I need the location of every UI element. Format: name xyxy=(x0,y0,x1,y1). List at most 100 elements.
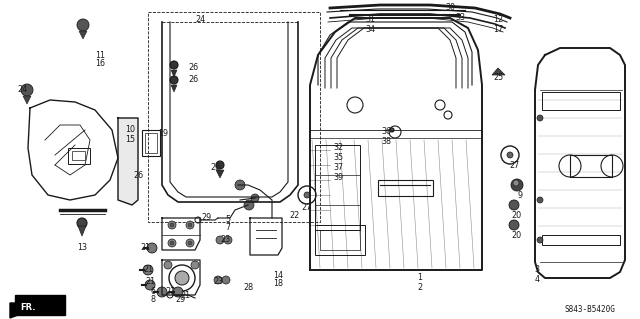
Polygon shape xyxy=(23,96,31,104)
Text: 16: 16 xyxy=(95,58,105,68)
Text: 4: 4 xyxy=(534,276,540,285)
Text: 32: 32 xyxy=(333,144,343,152)
Text: 15: 15 xyxy=(125,136,135,145)
Text: 3: 3 xyxy=(534,265,540,275)
Polygon shape xyxy=(171,70,177,77)
Text: 17: 17 xyxy=(493,26,503,34)
Text: 34: 34 xyxy=(365,26,375,34)
Circle shape xyxy=(170,241,174,245)
Polygon shape xyxy=(10,303,50,318)
Text: 8: 8 xyxy=(150,295,156,305)
Text: 33: 33 xyxy=(455,13,465,23)
Bar xyxy=(72,151,85,160)
Text: 28: 28 xyxy=(243,284,253,293)
Text: 31: 31 xyxy=(365,16,375,25)
Polygon shape xyxy=(118,118,138,205)
Circle shape xyxy=(216,236,224,244)
Text: 1: 1 xyxy=(417,273,422,283)
Circle shape xyxy=(188,223,192,227)
Text: 21: 21 xyxy=(180,291,190,300)
Polygon shape xyxy=(78,226,86,236)
Circle shape xyxy=(509,220,519,230)
Text: 6: 6 xyxy=(150,287,156,296)
Text: 25: 25 xyxy=(493,72,503,81)
Circle shape xyxy=(157,287,167,297)
Circle shape xyxy=(170,223,174,227)
Circle shape xyxy=(170,76,178,84)
Circle shape xyxy=(147,243,157,253)
Bar xyxy=(320,230,360,250)
Text: 12: 12 xyxy=(493,16,503,25)
Text: 35: 35 xyxy=(333,153,343,162)
Circle shape xyxy=(191,261,199,269)
Circle shape xyxy=(537,237,543,243)
Text: 38: 38 xyxy=(381,137,391,146)
Circle shape xyxy=(168,221,176,229)
Text: 36: 36 xyxy=(381,128,391,137)
Text: 21: 21 xyxy=(165,287,175,296)
Polygon shape xyxy=(171,85,177,92)
Text: 5: 5 xyxy=(225,216,230,225)
Text: 21: 21 xyxy=(145,278,155,286)
Circle shape xyxy=(304,192,310,198)
Text: 21: 21 xyxy=(140,243,150,253)
Bar xyxy=(542,235,620,245)
Bar xyxy=(542,92,620,110)
Bar xyxy=(145,133,157,153)
Circle shape xyxy=(235,180,245,190)
Circle shape xyxy=(173,287,183,297)
Circle shape xyxy=(188,241,192,245)
Bar xyxy=(378,180,433,196)
Text: 26: 26 xyxy=(133,170,143,180)
Circle shape xyxy=(507,152,513,158)
Text: 21: 21 xyxy=(143,265,153,275)
Circle shape xyxy=(170,61,178,69)
Circle shape xyxy=(77,218,87,228)
Text: 11: 11 xyxy=(95,50,105,60)
Text: 22: 22 xyxy=(290,211,300,219)
Text: 23: 23 xyxy=(213,278,223,286)
Circle shape xyxy=(251,194,259,202)
Circle shape xyxy=(186,239,194,247)
Polygon shape xyxy=(15,295,65,315)
Circle shape xyxy=(175,271,189,285)
Polygon shape xyxy=(79,31,87,39)
Text: 13: 13 xyxy=(77,243,87,253)
Circle shape xyxy=(224,236,232,244)
Bar xyxy=(148,12,320,222)
Polygon shape xyxy=(216,170,224,178)
Text: 30: 30 xyxy=(445,4,455,12)
Text: 23: 23 xyxy=(220,235,230,244)
Text: 10: 10 xyxy=(125,125,135,135)
Circle shape xyxy=(21,84,33,96)
Bar xyxy=(315,145,360,230)
Circle shape xyxy=(168,239,176,247)
Circle shape xyxy=(77,19,89,31)
Circle shape xyxy=(390,128,394,132)
Text: 29: 29 xyxy=(175,295,185,305)
Circle shape xyxy=(244,200,254,210)
Text: 26: 26 xyxy=(210,162,220,172)
Circle shape xyxy=(537,197,543,203)
Text: 29: 29 xyxy=(202,213,212,222)
Circle shape xyxy=(216,161,224,169)
Bar xyxy=(570,155,612,177)
Text: 26: 26 xyxy=(188,76,198,85)
Text: 20: 20 xyxy=(511,231,521,240)
Text: 18: 18 xyxy=(273,279,283,288)
Text: FR.: FR. xyxy=(20,303,35,313)
Circle shape xyxy=(164,261,172,269)
Circle shape xyxy=(222,276,230,284)
Circle shape xyxy=(145,280,155,290)
Text: 24: 24 xyxy=(195,16,205,25)
Bar xyxy=(68,148,90,164)
Text: 27: 27 xyxy=(510,160,520,169)
Text: 7: 7 xyxy=(225,224,230,233)
Text: S843-B5420G: S843-B5420G xyxy=(564,306,616,315)
Text: 39: 39 xyxy=(333,174,343,182)
Text: 26: 26 xyxy=(188,63,198,72)
Text: 27: 27 xyxy=(302,204,312,212)
Text: 19: 19 xyxy=(158,129,168,137)
Text: 37: 37 xyxy=(333,164,343,173)
Circle shape xyxy=(186,221,194,229)
